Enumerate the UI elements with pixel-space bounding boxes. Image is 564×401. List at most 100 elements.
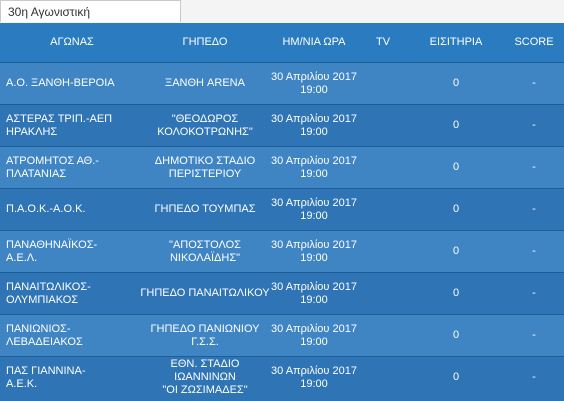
score-cell: - bbox=[532, 77, 536, 89]
table-row[interactable]: ΠΑΝΑΘΗΝΑΪΚΟΣ- Α.Ε.Λ. "ΑΠΟΣΤΟΛΟΣ ΝΙΚΟΛΑΪΔΗΣ"… bbox=[0, 231, 564, 273]
stadium-line: Γ.Σ.Σ. bbox=[191, 335, 219, 348]
stadium-line: ΓΗΠΕΔΟ ΠΑΝΑΙΤΩΛΙΚΟΥ bbox=[140, 287, 270, 299]
match-cell: ΠΑΣ ΓΙΑΝΝΙΝΑ- Α.Ε.Κ. bbox=[0, 365, 140, 391]
match-cell: ΑΣΤΕΡΑΣ ΤΡΙΠ.-ΑΕΠ ΗΡΑΚΛΗΣ bbox=[0, 113, 140, 139]
tickets-cell: 0 bbox=[452, 161, 460, 173]
time-text: 19:00 bbox=[300, 167, 328, 180]
match-line: ΛΕΒΑΔΕΙΑΚΟΣ bbox=[6, 335, 83, 348]
fixtures-table: ΑΓΩΝΑΣ ΓΗΠΕΔΟ ΗΜ/ΝΙΑ ΩΡΑ TV ΕΙΣΙΤΗΡΙΑ SC… bbox=[0, 23, 564, 401]
match-cell: ΠΑΝΑΘΗΝΑΪΚΟΣ- Α.Ε.Λ. bbox=[0, 239, 140, 265]
score-cell: - bbox=[532, 203, 536, 215]
table-row[interactable]: ΠΑΣ ΓΙΑΝΝΙΝΑ- Α.Ε.Κ. ΕΘΝ. ΣΤΑΔΙΟ ΙΩΑΝΝΙΝΩΝ… bbox=[0, 357, 564, 399]
table-header-row: ΑΓΩΝΑΣ ΓΗΠΕΔΟ ΗΜ/ΝΙΑ ΩΡΑ TV ΕΙΣΙΤΗΡΙΑ SC… bbox=[0, 23, 564, 63]
match-line: ΑΣΤΕΡΑΣ ΤΡΙΠ.-ΑΕΠ bbox=[6, 112, 113, 125]
tickets-cell: 0 bbox=[452, 119, 460, 131]
stadium-cell: ΓΗΠΕΔΟ ΠΑΝΑΙΤΩΛΙΚΟΥ bbox=[140, 287, 270, 300]
match-cell: Π.Α.Ο.Κ.-Α.Ο.Κ. bbox=[0, 203, 140, 216]
stadium-line: ΓΗΠΕΔΟ ΤΟΥΜΠΑΣ bbox=[154, 203, 256, 215]
stadium-line: ΚΟΛΟΚΟΤΡΩΝΗΣ" bbox=[157, 125, 253, 138]
match-line: ΠΑΣ ΓΙΑΝΝΙΝΑ- bbox=[6, 364, 86, 377]
stadium-line: "ΑΠΟΣΤΟΛΟΣ bbox=[169, 238, 241, 251]
stadium-cell: ΓΗΠΕΔΟ ΤΟΥΜΠΑΣ bbox=[140, 203, 270, 216]
tab-bar: 30η Αγωνιστική bbox=[0, 0, 564, 24]
match-line: ΠΛΑΤΑΝΙΑΣ bbox=[6, 167, 67, 180]
date-text: 30 Απριλίου 2017 bbox=[271, 364, 357, 377]
column-header-tv: TV bbox=[375, 36, 391, 48]
tickets-cell: 0 bbox=[452, 245, 460, 257]
tickets-cell: 0 bbox=[452, 371, 460, 383]
match-line: ΗΡΑΚΛΗΣ bbox=[6, 125, 58, 138]
stadium-line: ΓΗΠΕΔΟ ΠΑΝΙΩΝΙΟΥ bbox=[150, 322, 260, 335]
match-line: Α.Ε.Λ. bbox=[6, 251, 38, 264]
tickets-cell: 0 bbox=[452, 329, 460, 341]
match-cell: ΠΑΝΑΙΤΩΛΙΚΟΣ- ΟΛΥΜΠΙΑΚΟΣ bbox=[0, 281, 140, 307]
date-text: 30 Απριλίου 2017 bbox=[271, 322, 357, 335]
table-row[interactable]: Π.Α.Ο.Κ.-Α.Ο.Κ. ΓΗΠΕΔΟ ΤΟΥΜΠΑΣ 30 Απριλίου… bbox=[0, 189, 564, 231]
match-line: Α.Ο. ΞΑΝΘΗ-ΒΕΡΟΙΑ bbox=[6, 77, 115, 89]
stadium-line: ΝΙΚΟΛΑΪΔΗΣ" bbox=[169, 251, 241, 264]
date-text: 30 Απριλίου 2017 bbox=[271, 112, 357, 125]
stadium-line: ΞΑΝΘΗ ARENA bbox=[165, 77, 245, 89]
table-row[interactable]: ΑΤΡΟΜΗΤΟΣ ΑΘ.- ΠΛΑΤΑΝΙΑΣ ΔΗΜΟΤΙΚΟ ΣΤΑΔΙΟ ΠΕ… bbox=[0, 147, 564, 189]
match-line: Π.Α.Ο.Κ.-Α.Ο.Κ. bbox=[6, 203, 86, 215]
tickets-cell: 0 bbox=[452, 77, 460, 89]
tab-round-30[interactable]: 30η Αγωνιστική bbox=[0, 0, 181, 22]
stadium-line: "ΘΕΟΔΩΡΟΣ bbox=[171, 112, 239, 125]
tickets-cell: 0 bbox=[452, 203, 460, 215]
stadium-cell: ΓΗΠΕΔΟ ΠΑΝΙΩΝΙΟΥ Γ.Σ.Σ. bbox=[140, 323, 270, 349]
table-row[interactable]: Α.Ο. ΞΑΝΘΗ-ΒΕΡΟΙΑ ΞΑΝΘΗ ARENA 30 Απριλίου … bbox=[0, 63, 564, 105]
match-line: Α.Ε.Κ. bbox=[6, 377, 38, 390]
datetime-cell: 30 Απριλίου 2017 19:00 bbox=[270, 71, 358, 97]
date-text: 30 Απριλίου 2017 bbox=[271, 238, 357, 251]
table-bottom-edge bbox=[0, 396, 564, 401]
stadium-line: ΕΘΝ. ΣΤΑΔΙΟ ΙΩΑΝΝΙΝΩΝ bbox=[170, 358, 240, 383]
datetime-cell: 30 Απριλίου 2017 19:00 bbox=[270, 365, 358, 391]
time-text: 19:00 bbox=[300, 335, 328, 348]
score-cell: - bbox=[532, 161, 536, 173]
stadium-cell: "ΘΕΟΔΩΡΟΣ ΚΟΛΟΚΟΤΡΩΝΗΣ" bbox=[140, 113, 270, 139]
stadium-line: "ΟΙ ΖΩΣΙΜΑΔΕΣ" bbox=[162, 384, 248, 396]
time-text: 19:00 bbox=[300, 251, 328, 264]
stadium-cell: ΔΗΜΟΤΙΚΟ ΣΤΑΔΙΟ ΠΕΡΙΣΤΕΡΙΟΥ bbox=[140, 155, 270, 181]
column-header-score: SCORE bbox=[514, 36, 554, 48]
stadium-cell: ΞΑΝΘΗ ARENA bbox=[140, 77, 270, 90]
match-cell: ΠΑΝΙΩΝΙΟΣ- ΛΕΒΑΔΕΙΑΚΟΣ bbox=[0, 323, 140, 349]
match-cell: Α.Ο. ΞΑΝΘΗ-ΒΕΡΟΙΑ bbox=[0, 77, 140, 90]
score-cell: - bbox=[532, 245, 536, 257]
datetime-cell: 30 Απριλίου 2017 19:00 bbox=[270, 281, 358, 307]
date-text: 30 Απριλίου 2017 bbox=[271, 280, 357, 293]
time-text: 19:00 bbox=[300, 83, 328, 96]
datetime-cell: 30 Απριλίου 2017 19:00 bbox=[270, 155, 358, 181]
column-header-datetime: ΗΜ/ΝΙΑ ΩΡΑ bbox=[282, 36, 346, 48]
tickets-cell: 0 bbox=[452, 287, 460, 299]
score-cell: - bbox=[532, 119, 536, 131]
column-header-stadium: ΓΗΠΕΔΟ bbox=[182, 36, 228, 48]
stadium-cell: ΕΘΝ. ΣΤΑΔΙΟ ΙΩΑΝΝΙΝΩΝ "ΟΙ ΖΩΣΙΜΑΔΕΣ" bbox=[140, 358, 270, 397]
time-text: 19:00 bbox=[300, 209, 328, 222]
stadium-cell: "ΑΠΟΣΤΟΛΟΣ ΝΙΚΟΛΑΪΔΗΣ" bbox=[140, 239, 270, 265]
date-text: 30 Απριλίου 2017 bbox=[271, 196, 357, 209]
datetime-cell: 30 Απριλίου 2017 19:00 bbox=[270, 197, 358, 223]
score-cell: - bbox=[532, 371, 536, 383]
stadium-line: ΔΗΜΟΤΙΚΟ ΣΤΑΔΙΟ bbox=[154, 154, 256, 167]
match-cell: ΑΤΡΟΜΗΤΟΣ ΑΘ.- ΠΛΑΤΑΝΙΑΣ bbox=[0, 155, 140, 181]
datetime-cell: 30 Απριλίου 2017 19:00 bbox=[270, 323, 358, 349]
table-row[interactable]: ΠΑΝΑΙΤΩΛΙΚΟΣ- ΟΛΥΜΠΙΑΚΟΣ ΓΗΠΕΔΟ ΠΑΝΑΙΤΩΛΙΚ… bbox=[0, 273, 564, 315]
datetime-cell: 30 Απριλίου 2017 19:00 bbox=[270, 113, 358, 139]
match-line: ΠΑΝΑΙΤΩΛΙΚΟΣ- bbox=[6, 280, 91, 293]
match-line: ΠΑΝΙΩΝΙΟΣ- bbox=[6, 322, 71, 335]
stadium-line: ΠΕΡΙΣΤΕΡΙΟΥ bbox=[168, 167, 242, 180]
time-text: 19:00 bbox=[300, 293, 328, 306]
date-text: 30 Απριλίου 2017 bbox=[271, 154, 357, 167]
table-row[interactable]: ΑΣΤΕΡΑΣ ΤΡΙΠ.-ΑΕΠ ΗΡΑΚΛΗΣ "ΘΕΟΔΩΡΟΣ ΚΟΛΟΚΟΤ… bbox=[0, 105, 564, 147]
match-line: ΟΛΥΜΠΙΑΚΟΣ bbox=[6, 293, 79, 306]
table-row[interactable]: ΠΑΝΙΩΝΙΟΣ- ΛΕΒΑΔΕΙΑΚΟΣ ΓΗΠΕΔΟ ΠΑΝΙΩΝΙΟΥ Γ.Σ… bbox=[0, 315, 564, 357]
datetime-cell: 30 Απριλίου 2017 19:00 bbox=[270, 239, 358, 265]
column-header-tickets: ΕΙΣΙΤΗΡΙΑ bbox=[429, 36, 483, 48]
match-line: ΠΑΝΑΘΗΝΑΪΚΟΣ- bbox=[6, 238, 98, 251]
time-text: 19:00 bbox=[300, 125, 328, 138]
score-cell: - bbox=[532, 329, 536, 341]
date-text: 30 Απριλίου 2017 bbox=[271, 70, 357, 83]
column-header-match: ΑΓΩΝΑΣ bbox=[50, 36, 94, 48]
time-text: 19:00 bbox=[300, 377, 328, 390]
